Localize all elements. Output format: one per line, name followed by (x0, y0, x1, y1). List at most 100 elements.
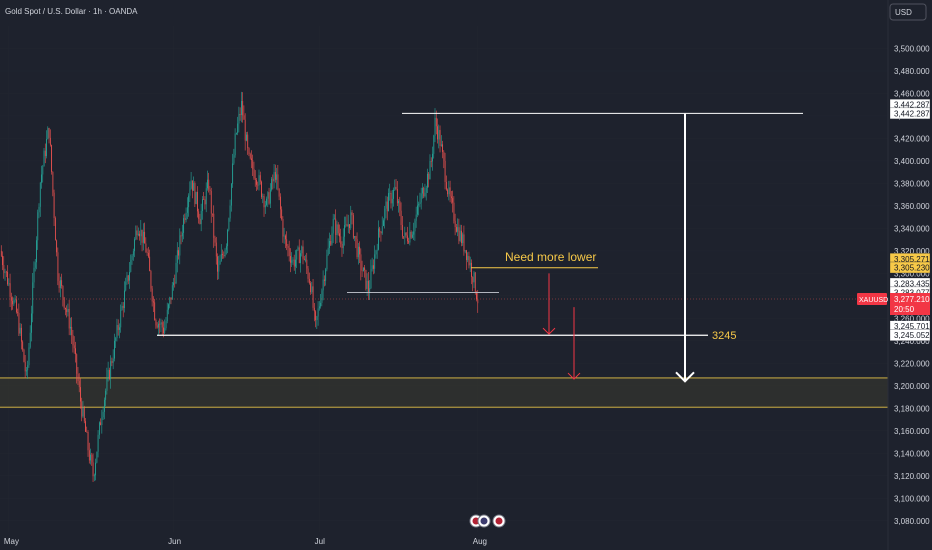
candle (83, 407, 85, 422)
candle (396, 189, 398, 204)
candle (57, 252, 59, 281)
candle (109, 369, 110, 379)
candle (239, 113, 241, 115)
candle (424, 192, 426, 197)
time-axis[interactable]: May Jun Jul Aug (4, 537, 487, 546)
candle (371, 265, 373, 270)
candle (389, 192, 391, 194)
candle (346, 224, 348, 227)
candle (86, 431, 88, 433)
candle (119, 327, 120, 330)
candle (335, 218, 337, 236)
candle (449, 187, 451, 197)
candle (351, 212, 353, 216)
candle (355, 236, 357, 240)
candle (67, 308, 69, 313)
candle (423, 187, 425, 197)
candle (214, 237, 216, 243)
candle (390, 192, 392, 204)
candle (311, 286, 313, 293)
candle (27, 365, 29, 371)
candle (344, 225, 345, 237)
candle (73, 345, 75, 349)
candle (3, 265, 5, 273)
candle (394, 186, 396, 190)
candle (75, 348, 76, 355)
countdown-label: 20:50 (894, 305, 915, 314)
candle (253, 169, 255, 179)
candle (388, 193, 389, 212)
candle (375, 250, 377, 255)
candle (2, 255, 3, 266)
candle (33, 267, 35, 283)
candle (316, 316, 318, 321)
candle (204, 199, 206, 205)
y-tick-label: 3,400.000 (894, 157, 930, 166)
candle (468, 255, 470, 266)
candle (163, 327, 164, 333)
candle (306, 259, 308, 269)
candle (337, 224, 339, 234)
candle (379, 228, 381, 232)
candle (23, 349, 25, 362)
price-marker-label: 3,305.230 (894, 263, 930, 272)
candle (438, 130, 440, 140)
candle (227, 229, 229, 247)
candle (412, 234, 413, 238)
candle (16, 299, 17, 313)
candle (313, 307, 315, 312)
candle (427, 173, 428, 188)
candle (141, 229, 143, 243)
candle (321, 290, 323, 303)
candle (56, 240, 58, 253)
candle (209, 189, 211, 192)
candle (420, 193, 422, 203)
candle (120, 309, 122, 328)
candle (324, 279, 325, 281)
candle (105, 390, 107, 400)
candle (224, 249, 226, 257)
candle (124, 290, 125, 308)
candle (428, 173, 430, 180)
price-axis[interactable]: 3,080.000 3,100.000 3,120.000 3,140.000 3,16… (887, 0, 932, 550)
candle (464, 250, 466, 252)
candle (442, 144, 444, 152)
candle (246, 134, 247, 141)
y-tick-label: 3,360.000 (894, 202, 930, 211)
candle (151, 288, 153, 302)
candle (395, 186, 397, 190)
candle (65, 307, 66, 310)
candle (312, 286, 314, 308)
candle (238, 113, 240, 124)
symbol-badge (857, 293, 887, 306)
candle (336, 224, 338, 236)
candle (160, 322, 162, 325)
currency-button[interactable]: USD (889, 3, 927, 21)
y-tick-label: 3,420.000 (894, 134, 930, 143)
candle (285, 235, 286, 240)
candle (37, 212, 39, 241)
price-marker (889, 261, 931, 274)
candle (49, 137, 51, 146)
event-icons[interactable] (469, 514, 506, 528)
candle (150, 271, 152, 289)
candle (405, 232, 407, 236)
candle (175, 262, 177, 284)
candle (85, 421, 86, 432)
candle (140, 229, 142, 237)
candle (259, 175, 261, 182)
candle (219, 260, 221, 265)
candle (283, 235, 285, 237)
candle (451, 196, 452, 199)
y-tick-label: 3,340.000 (894, 224, 930, 233)
candle (17, 312, 19, 313)
candle (308, 278, 310, 284)
candle (232, 163, 234, 184)
candle (72, 335, 74, 346)
candle (41, 174, 42, 183)
candle (202, 199, 203, 211)
candle (363, 267, 364, 272)
x-tick-label: May (4, 537, 19, 546)
